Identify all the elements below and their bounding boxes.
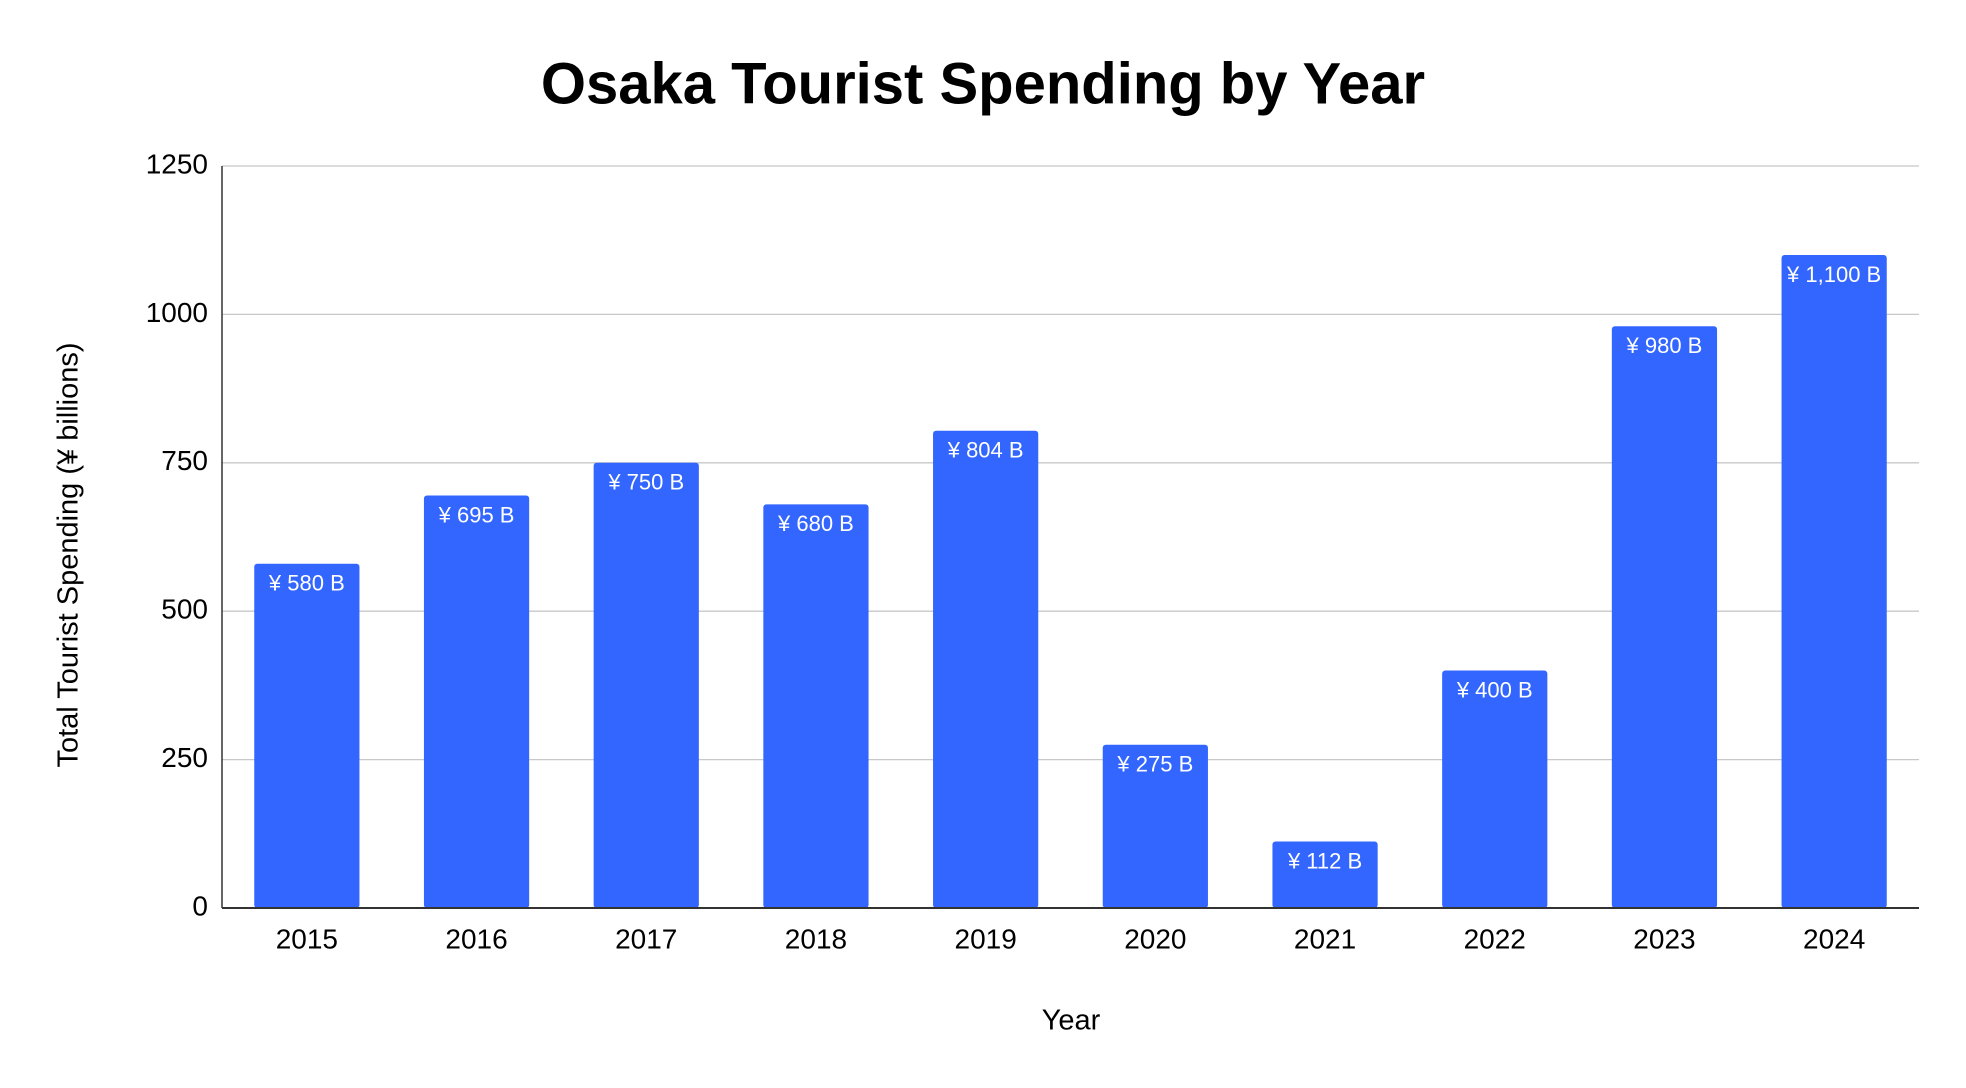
data-label: ¥ 980 B (1626, 333, 1703, 358)
y-tick-label: 0 (192, 890, 208, 921)
chart-title: Osaka Tourist Spending by Year (541, 51, 1425, 116)
x-tick-label: 2023 (1633, 923, 1695, 954)
data-label: ¥ 112 B (1287, 848, 1362, 873)
y-tick-label: 1000 (146, 297, 208, 328)
x-tick-label: 2024 (1803, 923, 1865, 954)
bar (763, 504, 869, 908)
y-tick-label: 1250 (146, 148, 208, 179)
bar (423, 495, 530, 908)
bar (1442, 670, 1548, 908)
data-label: ¥ 1,100 B (1786, 262, 1881, 287)
data-label: ¥ 400 B (1456, 677, 1533, 702)
bar (1272, 841, 1378, 908)
bar (1102, 744, 1208, 908)
data-label: ¥ 580 B (268, 571, 345, 596)
bar (254, 563, 360, 908)
x-tick-label: 2018 (785, 923, 847, 954)
x-tick-label: 2019 (955, 923, 1017, 954)
x-tick-label: 2015 (276, 923, 338, 954)
y-axis-title: Total Tourist Spending (¥ billions) (53, 342, 85, 767)
x-tick-label: 2021 (1294, 923, 1356, 954)
bar (1781, 255, 1887, 909)
bar (1611, 326, 1718, 909)
data-label: ¥ 804 B (947, 438, 1024, 463)
data-label: ¥ 750 B (607, 470, 684, 495)
x-axis-title: Year (1042, 1005, 1101, 1037)
x-tick-label: 2017 (615, 923, 677, 954)
y-tick-label: 750 (161, 445, 208, 476)
data-label: ¥ 695 B (438, 502, 515, 527)
y-tick-label: 500 (161, 594, 208, 625)
x-tick-label: 2020 (1124, 923, 1186, 954)
y-tick-label: 250 (161, 742, 208, 773)
data-label: ¥ 680 B (777, 511, 854, 536)
bar (593, 462, 699, 908)
x-tick-label: 2022 (1464, 923, 1526, 954)
x-tick-label: 2016 (445, 923, 507, 954)
bar (933, 430, 1039, 908)
data-label: ¥ 275 B (1116, 752, 1193, 777)
